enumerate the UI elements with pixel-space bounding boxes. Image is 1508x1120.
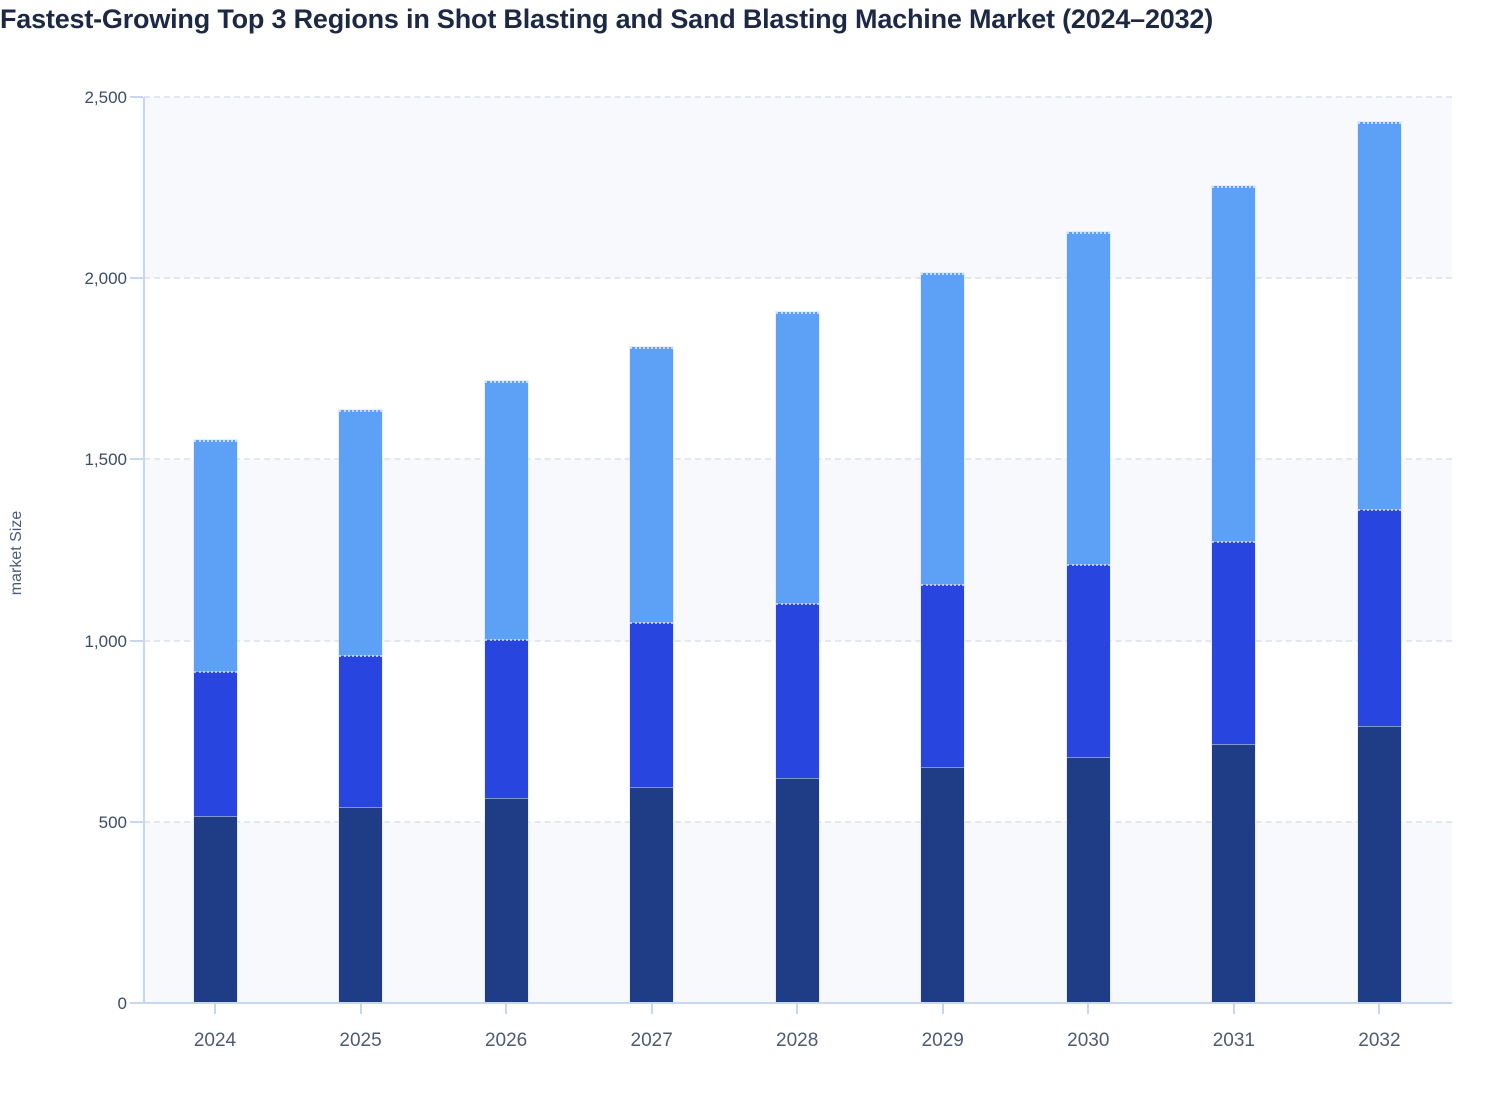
- x-tick-label-2029: 2029: [921, 1030, 964, 1051]
- bar-2029-segment-1[interactable]: [921, 767, 965, 1003]
- bar-2029-segment-2[interactable]: [921, 584, 965, 768]
- x-tick-mark-2027: [650, 1004, 653, 1014]
- y-tick-mark-2,000: [130, 277, 143, 280]
- bar-2028-segment-3[interactable]: [775, 312, 819, 603]
- bar-2027-segment-3[interactable]: [630, 346, 674, 623]
- bar-2026-segment-3[interactable]: [484, 380, 528, 639]
- y-tick-label-0: 0: [117, 994, 127, 1013]
- x-tick-label-2026: 2026: [484, 1030, 528, 1051]
- y-tick-label-1,000: 1,000: [84, 631, 127, 651]
- bar-2024-segment-2[interactable]: [193, 671, 237, 817]
- bar-2031-segment-1[interactable]: [1212, 743, 1256, 1003]
- y-tick-mark-0: [130, 1002, 143, 1004]
- y-tick-mark-500: [130, 820, 143, 823]
- bar-2031-segment-2[interactable]: [1212, 540, 1256, 744]
- bar-2025-segment-3[interactable]: [339, 410, 383, 656]
- y-tick-label-500: 500: [98, 812, 127, 832]
- x-tick-mark-2031: [1232, 1004, 1235, 1014]
- x-tick-mark-2024: [214, 1004, 216, 1014]
- gridline-2500: [144, 96, 1452, 98]
- bar-2029-segment-3[interactable]: [921, 272, 965, 585]
- x-tick-mark-2028: [796, 1004, 799, 1014]
- y-tick-mark-2,500: [130, 96, 143, 98]
- bar-2025-segment-2[interactable]: [339, 655, 383, 808]
- y-tick-label-2,500: 2,500: [84, 88, 127, 107]
- x-tick-label-2027: 2027: [630, 1030, 673, 1051]
- x-tick-label-2030: 2030: [1067, 1030, 1110, 1051]
- x-tick-mark-2025: [359, 1004, 362, 1014]
- y-tick-mark-1,000: [130, 639, 143, 642]
- y-tick-label-1,500: 1,500: [84, 450, 127, 470]
- x-tick-mark-2029: [941, 1004, 944, 1014]
- y-axis-line: [143, 97, 145, 1004]
- y-tick-mark-1,500: [130, 458, 143, 461]
- bar-2030-segment-3[interactable]: [1066, 232, 1110, 565]
- x-tick-label-2025: 2025: [339, 1030, 382, 1051]
- bar-2028-segment-2[interactable]: [775, 602, 819, 779]
- bar-2032-segment-1[interactable]: [1357, 725, 1401, 1003]
- x-tick-label-2024: 2024: [193, 1030, 237, 1051]
- bar-2032-segment-3[interactable]: [1357, 122, 1401, 510]
- bar-2026-segment-2[interactable]: [484, 638, 528, 799]
- x-tick-mark-2032: [1378, 1004, 1381, 1014]
- bar-2028-segment-1[interactable]: [775, 778, 819, 1003]
- bar-2027-segment-2[interactable]: [630, 622, 674, 788]
- plot-band: [144, 97, 1452, 279]
- bar-2024-segment-1[interactable]: [193, 816, 237, 1003]
- x-tick-label-2028: 2028: [776, 1030, 819, 1051]
- x-tick-mark-2030: [1087, 1004, 1090, 1014]
- bar-2031-segment-3[interactable]: [1212, 185, 1256, 541]
- chart-title: Fastest-Growing Top 3 Regions in Shot Bl…: [0, 4, 1214, 34]
- x-axis-line: [143, 1002, 1452, 1004]
- bar-2025-segment-1[interactable]: [339, 807, 383, 1003]
- bar-2026-segment-1[interactable]: [484, 798, 528, 1003]
- bar-2032-segment-2[interactable]: [1357, 509, 1401, 726]
- x-tick-label-2031: 2031: [1212, 1030, 1255, 1051]
- bar-2030-segment-1[interactable]: [1066, 756, 1110, 1003]
- x-tick-mark-2026: [505, 1004, 508, 1014]
- bar-2027-segment-1[interactable]: [630, 787, 674, 1003]
- bar-2024-segment-3[interactable]: [193, 440, 237, 672]
- gridline-2000: [144, 277, 1452, 280]
- bar-2030-segment-2[interactable]: [1066, 564, 1110, 757]
- y-tick-label-2,000: 2,000: [84, 269, 127, 289]
- x-tick-label-2032: 2032: [1358, 1030, 1401, 1051]
